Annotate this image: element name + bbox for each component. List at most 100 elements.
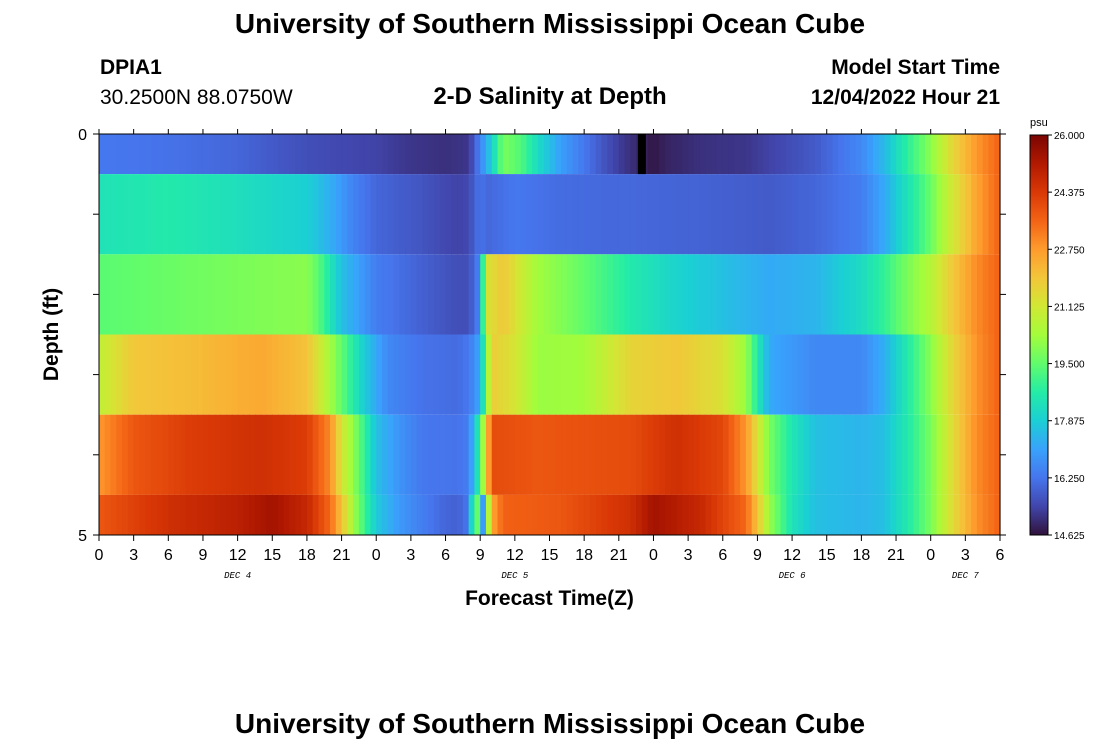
heatmap-cell [965, 494, 972, 535]
heatmap-cell [347, 174, 354, 255]
heatmap-cell [306, 254, 314, 335]
heatmap-cell [364, 334, 372, 415]
heatmap-cell [116, 134, 123, 175]
heatmap-cell [832, 494, 839, 535]
heatmap-cell [393, 134, 400, 175]
heatmap-cell [168, 254, 175, 335]
heatmap-cell [630, 134, 637, 175]
heatmap-cell [405, 254, 412, 335]
heatmap-cell [693, 494, 701, 535]
heatmap-cell [376, 254, 383, 335]
heatmap-cell [191, 414, 198, 495]
heatmap-cell [838, 414, 845, 495]
heatmap-cell [451, 174, 458, 255]
heatmap-cell [168, 134, 175, 175]
heatmap-cell [948, 174, 955, 255]
heatmap-cell [237, 334, 244, 415]
heatmap-cell [462, 134, 470, 175]
x-tick-label: 0 [649, 547, 658, 564]
heatmap-cell [630, 494, 637, 535]
heatmap-cell [301, 254, 308, 335]
heatmap-cell [670, 254, 678, 335]
heatmap-cell [335, 334, 343, 415]
heatmap-cell [318, 174, 325, 255]
heatmap-cell [988, 254, 995, 335]
heatmap-cell [728, 334, 735, 415]
heatmap-cell [480, 414, 487, 495]
heatmap-cell [422, 414, 429, 495]
heatmap-cell [254, 494, 262, 535]
heatmap-cell [422, 174, 429, 255]
heatmap-cell [555, 174, 562, 255]
heatmap-cell [867, 134, 874, 175]
heatmap-cell [959, 174, 966, 255]
heatmap-cell [948, 334, 955, 415]
heatmap-cell [520, 174, 527, 255]
heatmap-cell [774, 414, 782, 495]
heatmap-cell [249, 134, 256, 175]
heatmap-cell [202, 494, 210, 535]
heatmap-cell [364, 254, 372, 335]
heatmap-cell [266, 254, 273, 335]
heatmap-cell [982, 494, 990, 535]
x-tick-label: 3 [406, 547, 415, 564]
heatmap-cell [976, 134, 984, 175]
heatmap-cell [636, 334, 643, 415]
model-start-value: 12/04/2022 Hour 21 [810, 86, 1000, 109]
heatmap-cell [757, 134, 764, 175]
heatmap-cell [416, 254, 424, 335]
heatmap-cell [953, 494, 961, 535]
heatmap-cell [341, 254, 348, 335]
heatmap-cell [382, 254, 389, 335]
heatmap-cell [150, 334, 158, 415]
heatmap-cell [249, 254, 256, 335]
heatmap-cell [174, 494, 181, 535]
heatmap-cell [838, 134, 845, 175]
heatmap-cell [104, 494, 112, 535]
heatmap-cell [162, 494, 169, 535]
heatmap-cell [208, 174, 216, 255]
heatmap-cell [468, 254, 476, 335]
heatmap-cell [428, 414, 435, 495]
heatmap-cell [693, 134, 701, 175]
heatmap-cell [959, 494, 966, 535]
heatmap-cell [572, 334, 579, 415]
heatmap-cell [878, 174, 886, 255]
heatmap-cell [561, 174, 568, 255]
heatmap-cell [792, 334, 799, 415]
heatmap-cell [266, 494, 273, 535]
heatmap-cell [353, 494, 360, 535]
heatmap-cell [786, 174, 793, 255]
heatmap-cell [682, 134, 689, 175]
heatmap-cell [948, 414, 955, 495]
heatmap-cell [959, 334, 966, 415]
heatmap-cell [670, 134, 678, 175]
heatmap-cell [832, 134, 839, 175]
heatmap-cell [520, 134, 527, 175]
heatmap-cell [988, 174, 995, 255]
heatmap-cell [197, 494, 204, 535]
heatmap-cell [711, 134, 718, 175]
heatmap-cell [803, 134, 811, 175]
x-tick-label: 15 [263, 547, 281, 564]
heatmap-cell [838, 494, 845, 535]
heatmap-cell [503, 334, 510, 415]
heatmap-cell [913, 494, 920, 535]
heatmap-cell [716, 494, 724, 535]
heatmap-cell [757, 494, 764, 535]
heatmap-cell [589, 254, 597, 335]
heatmap-cell [953, 414, 961, 495]
heatmap-cell [907, 174, 914, 255]
heatmap-cell [595, 134, 603, 175]
heatmap-cell [162, 134, 169, 175]
heatmap-cell [347, 254, 354, 335]
heatmap-cell [820, 494, 828, 535]
heatmap-cell [728, 494, 735, 535]
heatmap-cell [301, 334, 308, 415]
heatmap-cell [589, 134, 597, 175]
heatmap-cell [607, 334, 614, 415]
x-tick-label: 15 [541, 547, 559, 564]
heatmap-cell [179, 134, 187, 175]
heatmap-cell [330, 494, 337, 535]
heatmap-cell [231, 494, 239, 535]
